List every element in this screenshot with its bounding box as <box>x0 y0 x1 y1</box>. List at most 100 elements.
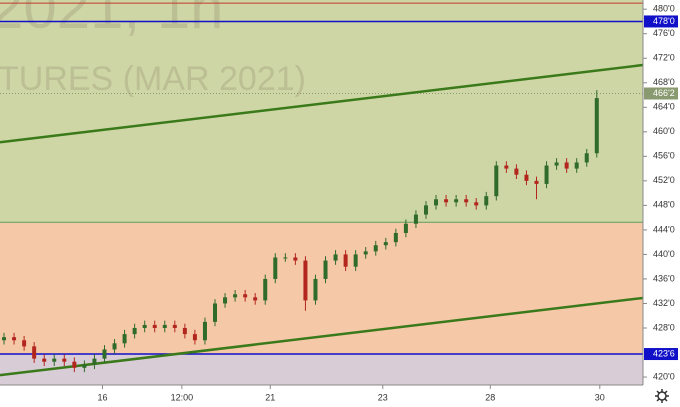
candle-body <box>162 324 167 328</box>
y-tick-label: 428'0 <box>653 322 675 332</box>
candle-body <box>584 153 589 163</box>
candle-body <box>182 327 187 335</box>
candle-body <box>253 297 258 301</box>
candle-body <box>574 162 579 169</box>
candle-body <box>594 98 599 154</box>
candle-body <box>82 364 87 368</box>
x-tick-label: 12:00 <box>171 392 194 402</box>
candle-body <box>484 196 489 206</box>
candle-body <box>293 257 298 261</box>
candle-body <box>554 162 559 166</box>
y-tick-label: 480'0 <box>653 4 675 14</box>
x-tick-label: 30 <box>595 392 605 402</box>
plot-area: 2021, 1h TURES (MAR 2021) <box>0 0 643 385</box>
y-tick-label: 460'0 <box>653 126 675 136</box>
watermark: TURES (MAR 2021) <box>0 60 306 98</box>
candle-body <box>233 294 238 298</box>
price-label: 478'0 <box>653 16 675 26</box>
x-tick-label: 21 <box>265 392 275 402</box>
price-label: 423'6 <box>653 348 675 358</box>
candle-body <box>112 343 117 350</box>
candle-body <box>504 165 509 169</box>
candle-body <box>2 337 7 341</box>
candle-body <box>52 358 57 362</box>
zone <box>0 354 643 385</box>
y-tick-label: 468'0 <box>653 77 675 87</box>
candle-body <box>283 257 288 259</box>
candle-body <box>132 327 137 335</box>
candle-body <box>102 349 107 359</box>
candle-body <box>393 232 398 243</box>
y-tick-label: 444'0 <box>653 224 675 234</box>
x-tick-label: 23 <box>378 392 388 402</box>
x-tick-label: 28 <box>485 392 495 402</box>
trendline <box>0 63 643 144</box>
y-tick-label: 440'0 <box>653 249 675 259</box>
candle-body <box>122 334 127 344</box>
candle-body <box>423 205 428 215</box>
candle-body <box>213 303 218 322</box>
candle-body <box>192 334 197 341</box>
candle-body <box>403 223 408 233</box>
x-tick-label: 16 <box>97 392 107 402</box>
price-label-box <box>644 15 678 28</box>
candle-body <box>373 245 378 252</box>
candle-body <box>454 199 459 203</box>
trendline <box>0 296 643 377</box>
candle-body <box>263 278 268 301</box>
price-label-box <box>644 87 678 100</box>
candle-body <box>544 165 549 184</box>
price-label-box <box>644 348 678 361</box>
candle-body <box>32 346 37 359</box>
candle-body <box>202 321 207 341</box>
candle-body <box>444 199 449 203</box>
candle-body <box>413 214 418 224</box>
candle-body <box>22 340 27 347</box>
y-tick-label: 472'0 <box>653 53 675 63</box>
candle-body <box>383 242 388 246</box>
candle-body <box>534 180 539 184</box>
y-tick-label: 448'0 <box>653 200 675 210</box>
candle-body <box>42 358 47 362</box>
zone <box>0 222 643 355</box>
candle-body <box>474 202 479 206</box>
candle-body <box>152 324 157 328</box>
candle-body <box>353 254 358 267</box>
candle-body <box>494 165 499 197</box>
candle-body <box>434 199 439 206</box>
candle-body <box>273 257 278 279</box>
candle-body <box>363 251 368 255</box>
candle-body <box>323 260 328 279</box>
price-axis <box>643 0 680 407</box>
candle-body <box>524 174 529 181</box>
y-tick-label: 432'0 <box>653 298 675 308</box>
y-tick-label: 452'0 <box>653 175 675 185</box>
candle-body <box>92 358 97 365</box>
candle-body <box>313 278 318 301</box>
time-axis <box>0 385 680 407</box>
y-tick-label: 420'0 <box>653 371 675 381</box>
price-label: 466'2 <box>653 88 675 98</box>
y-tick-label: 436'0 <box>653 273 675 283</box>
candle-body <box>303 260 308 301</box>
candle-body <box>333 254 338 261</box>
candle-body <box>564 162 569 169</box>
candle-body <box>172 324 177 328</box>
zone <box>0 0 643 223</box>
candle-body <box>142 324 147 328</box>
candle-body <box>343 254 348 267</box>
candle-body <box>514 168 519 175</box>
candle-body <box>243 294 248 298</box>
y-tick-label: 456'0 <box>653 151 675 161</box>
candle-body <box>62 358 67 362</box>
y-tick-label: 476'0 <box>653 28 675 38</box>
candle-body <box>12 337 17 341</box>
candle-body <box>464 199 469 203</box>
y-tick-label: 464'0 <box>653 102 675 112</box>
candle-body <box>223 297 228 304</box>
settings-icon[interactable] <box>655 389 669 403</box>
candle-body <box>72 361 77 368</box>
watermark: 2021, 1h <box>0 0 224 41</box>
